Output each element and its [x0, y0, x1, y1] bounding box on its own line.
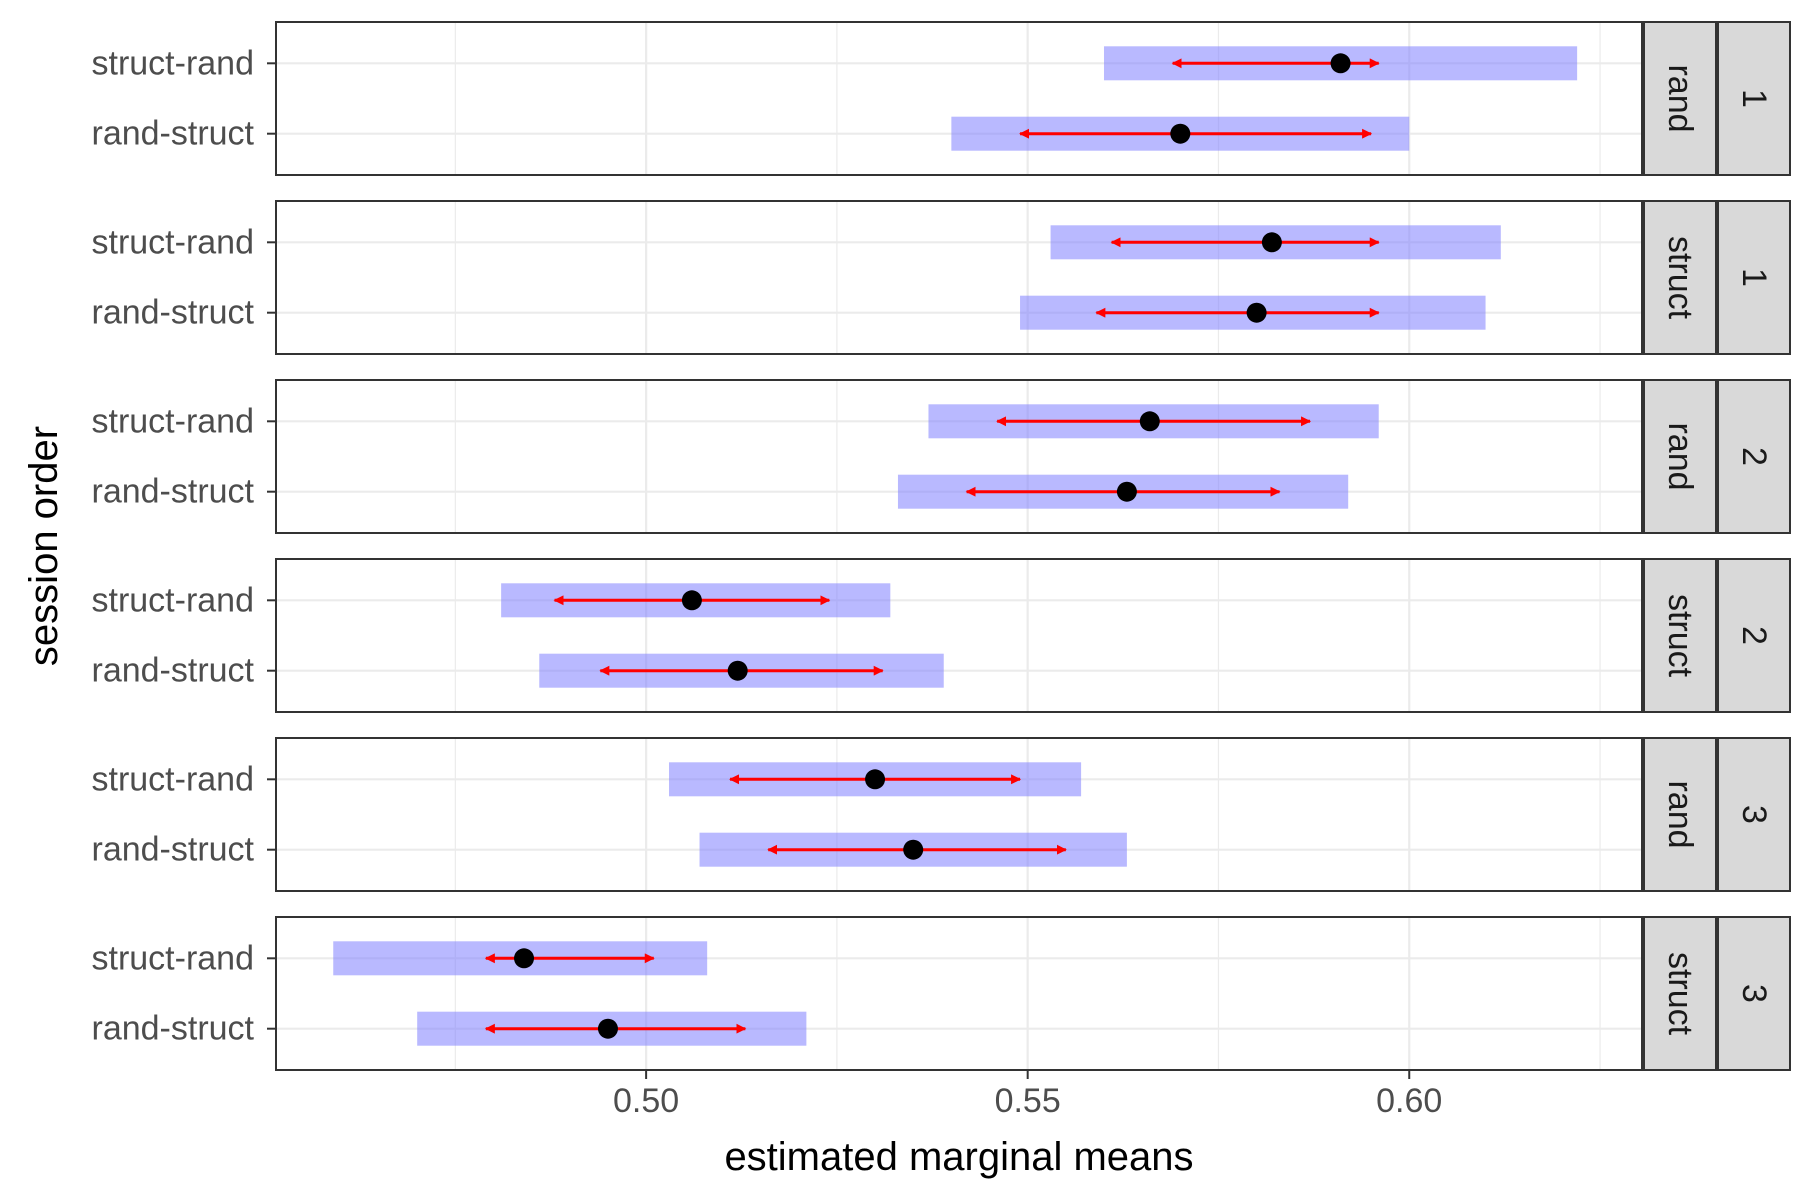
strip-inner — [1643, 21, 1717, 176]
panel-background — [276, 22, 1642, 175]
estimate-point — [681, 590, 702, 611]
panel-background — [276, 380, 1642, 533]
strip-outer — [1717, 200, 1791, 355]
panel-2: struct-rand rand-struct struct 1 — [92, 200, 1791, 355]
strip-inner-label: rand — [1661, 422, 1699, 490]
y-tick-label: struct-rand — [92, 44, 255, 82]
y-tick-label: struct-rand — [92, 581, 255, 619]
panel-background — [276, 917, 1642, 1070]
panel-border — [275, 200, 1643, 355]
estimate-point — [1330, 53, 1351, 74]
y-tick-label: rand-struct — [92, 294, 255, 332]
strip-inner-label: struct — [1661, 236, 1699, 320]
estimate-point — [597, 1018, 618, 1039]
strip-inner — [1643, 200, 1717, 355]
panel-border — [275, 21, 1643, 176]
strip-outer — [1717, 21, 1791, 176]
strip-inner-label: struct — [1661, 952, 1699, 1036]
y-tick-label: rand-struct — [92, 115, 255, 153]
strip-outer-label: 1 — [1735, 89, 1773, 108]
panel-border — [275, 558, 1643, 713]
y-tick-label: rand-struct — [92, 1010, 255, 1048]
panel-background — [276, 738, 1642, 891]
y-tick-label: struct-rand — [92, 223, 255, 261]
estimate-point — [1261, 232, 1282, 253]
x-tick-label: 0.50 — [613, 1082, 679, 1120]
strip-outer-label: 3 — [1735, 984, 1773, 1003]
y-axis-title: session order — [22, 426, 66, 666]
estimate-point — [514, 948, 535, 969]
estimate-point — [1170, 123, 1191, 144]
estimate-point — [903, 839, 924, 860]
y-tick-label: rand-struct — [92, 473, 255, 511]
panel-background — [276, 201, 1642, 354]
panel-border — [275, 379, 1643, 534]
x-tick-label: 0.55 — [995, 1082, 1061, 1120]
strip-outer — [1717, 737, 1791, 892]
panel-6: struct-rand rand-struct struct 3 — [92, 916, 1791, 1071]
x-axis-title: estimated marginal means — [724, 1135, 1193, 1179]
y-tick-label: struct-rand — [92, 939, 255, 977]
estimate-point — [727, 660, 748, 681]
y-tick-label: struct-rand — [92, 760, 255, 798]
panel-4: struct-rand rand-struct struct 2 — [92, 558, 1791, 713]
estimate-point — [1246, 302, 1267, 323]
panel-border — [275, 916, 1643, 1071]
y-tick-label: rand-struct — [92, 831, 255, 869]
strip-inner — [1643, 916, 1717, 1071]
panel-3: struct-rand rand-struct rand 2 — [92, 379, 1791, 534]
estimate-point — [1116, 481, 1137, 502]
x-axis: 0.50 0.55 0.60 — [613, 1070, 1442, 1120]
strip-outer-label: 3 — [1735, 805, 1773, 824]
estimate-point — [865, 769, 886, 790]
strip-outer — [1717, 916, 1791, 1071]
panel-border — [275, 737, 1643, 892]
strip-inner — [1643, 558, 1717, 713]
y-tick-label: rand-struct — [92, 652, 255, 690]
y-tick-label: struct-rand — [92, 402, 255, 440]
strip-inner-label: rand — [1661, 780, 1699, 848]
strip-outer — [1717, 379, 1791, 534]
panel-1: struct-rand rand-struct rand 1 — [92, 21, 1791, 176]
x-tick-label: 0.60 — [1376, 1082, 1442, 1120]
strip-outer — [1717, 558, 1791, 713]
panel-background — [276, 559, 1642, 712]
strip-inner-label: struct — [1661, 594, 1699, 678]
strip-inner — [1643, 737, 1717, 892]
panels: struct-rand rand-struct rand 1 struct-rand ra… — [92, 21, 1791, 1071]
estimate-point — [1139, 411, 1160, 432]
panel-5: struct-rand rand-struct rand 3 — [92, 737, 1791, 892]
strip-inner-label: rand — [1661, 64, 1699, 132]
strip-outer-label: 2 — [1735, 447, 1773, 466]
strip-outer-label: 1 — [1735, 268, 1773, 287]
strip-inner — [1643, 379, 1717, 534]
strip-outer-label: 2 — [1735, 626, 1773, 645]
